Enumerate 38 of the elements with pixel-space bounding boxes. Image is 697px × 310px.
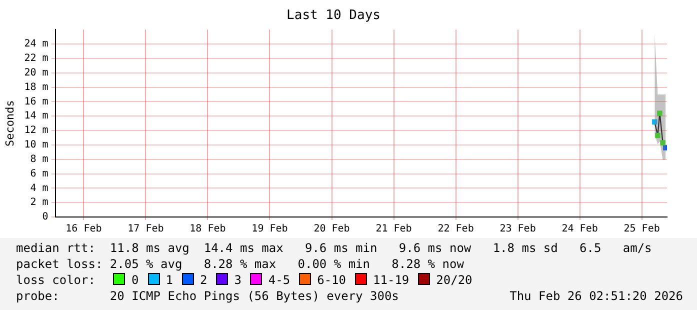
- text: Thu Feb 26 02:51:20 2026: [510, 288, 683, 304]
- x-tick-label: 22 Feb: [438, 224, 474, 235]
- y-tick-label: 16 m: [24, 96, 48, 108]
- legend-label: 1: [166, 273, 173, 287]
- x-tick-label: 20 Feb: [314, 224, 350, 235]
- legend-label: 11-19: [373, 273, 410, 287]
- legend-label: 20/20: [436, 273, 472, 287]
- x-tick-label: 17 Feb: [128, 224, 164, 235]
- y-tick-label: 2 m: [30, 197, 48, 208]
- y-tick-label: 24 m: [24, 38, 48, 50]
- legend-label: 4-5: [268, 273, 290, 287]
- y-tick-label: 10 m: [24, 140, 48, 151]
- y-tick-label: 22 m: [24, 53, 48, 64]
- legend-label: 6-10: [317, 273, 346, 287]
- x-tick-label: 25 Feb: [624, 224, 660, 235]
- y-tick-label: 0: [42, 212, 48, 223]
- y-tick-label: 20 m: [24, 67, 48, 78]
- x-tick-label: 19 Feb: [252, 224, 288, 235]
- chart-title: Last 10 Days: [286, 8, 380, 24]
- y-tick-label: 14 m: [24, 110, 48, 122]
- y-tick-label: 12 m: [24, 125, 48, 136]
- x-tick-label: 24 Feb: [562, 224, 598, 235]
- legend-label: 3: [234, 273, 242, 287]
- text: median rtt: 11.8 ms avg 14.4 ms max 9.6 ms min 9.6 ms now 1.8 ms sd 6.5 am/s: [16, 240, 653, 256]
- legend-label: 0: [131, 273, 139, 287]
- text: probe: 20 ICMP Echo Pings (56 Bytes) every 300s: [16, 288, 399, 304]
- x-tick-label: 18 Feb: [190, 224, 226, 235]
- legend-label: 2: [200, 273, 208, 287]
- x-tick-label: 21 Feb: [376, 224, 412, 235]
- y-axis-title: Seconds: [3, 100, 16, 146]
- y-tick-label: 8 m: [30, 154, 48, 165]
- x-tick-label: 16 Feb: [66, 224, 102, 235]
- legend-title: loss color:: [16, 273, 96, 287]
- y-tick-label: 18 m: [24, 82, 48, 93]
- x-tick-label: 23 Feb: [500, 224, 536, 235]
- text: packet loss: 2.05 % avg 8.28 % max 0.00 % min 8.28 % now: [16, 256, 465, 272]
- y-tick-label: 6 m: [30, 168, 48, 180]
- y-tick-label: 4 m: [30, 182, 48, 194]
